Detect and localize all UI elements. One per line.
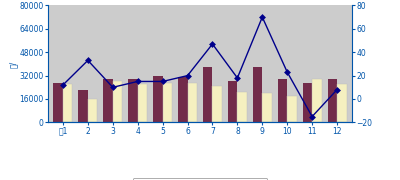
Bar — [163, 83, 172, 122]
Bar — [113, 81, 122, 122]
Bar — [178, 77, 188, 122]
Bar — [253, 67, 262, 122]
Bar — [78, 90, 88, 122]
Bar — [138, 84, 147, 122]
Bar — [278, 78, 287, 122]
Bar — [262, 93, 272, 122]
Bar — [203, 67, 212, 122]
Bar — [228, 81, 237, 122]
Bar — [212, 86, 222, 122]
Bar — [188, 83, 197, 122]
Bar — [328, 78, 337, 122]
Bar — [103, 78, 113, 122]
Bar — [237, 92, 247, 122]
Bar — [54, 83, 63, 122]
Bar — [128, 78, 138, 122]
Bar — [88, 99, 97, 122]
Legend: 2017年, 2016年, 同比(%): 2017年, 2016年, 同比(%) — [133, 177, 267, 180]
Bar — [63, 84, 72, 122]
Bar — [153, 76, 163, 122]
Bar — [337, 84, 346, 122]
Bar — [287, 96, 297, 122]
Y-axis label: 吨/: 吨/ — [9, 60, 18, 68]
Bar — [303, 83, 312, 122]
Bar — [312, 78, 322, 122]
